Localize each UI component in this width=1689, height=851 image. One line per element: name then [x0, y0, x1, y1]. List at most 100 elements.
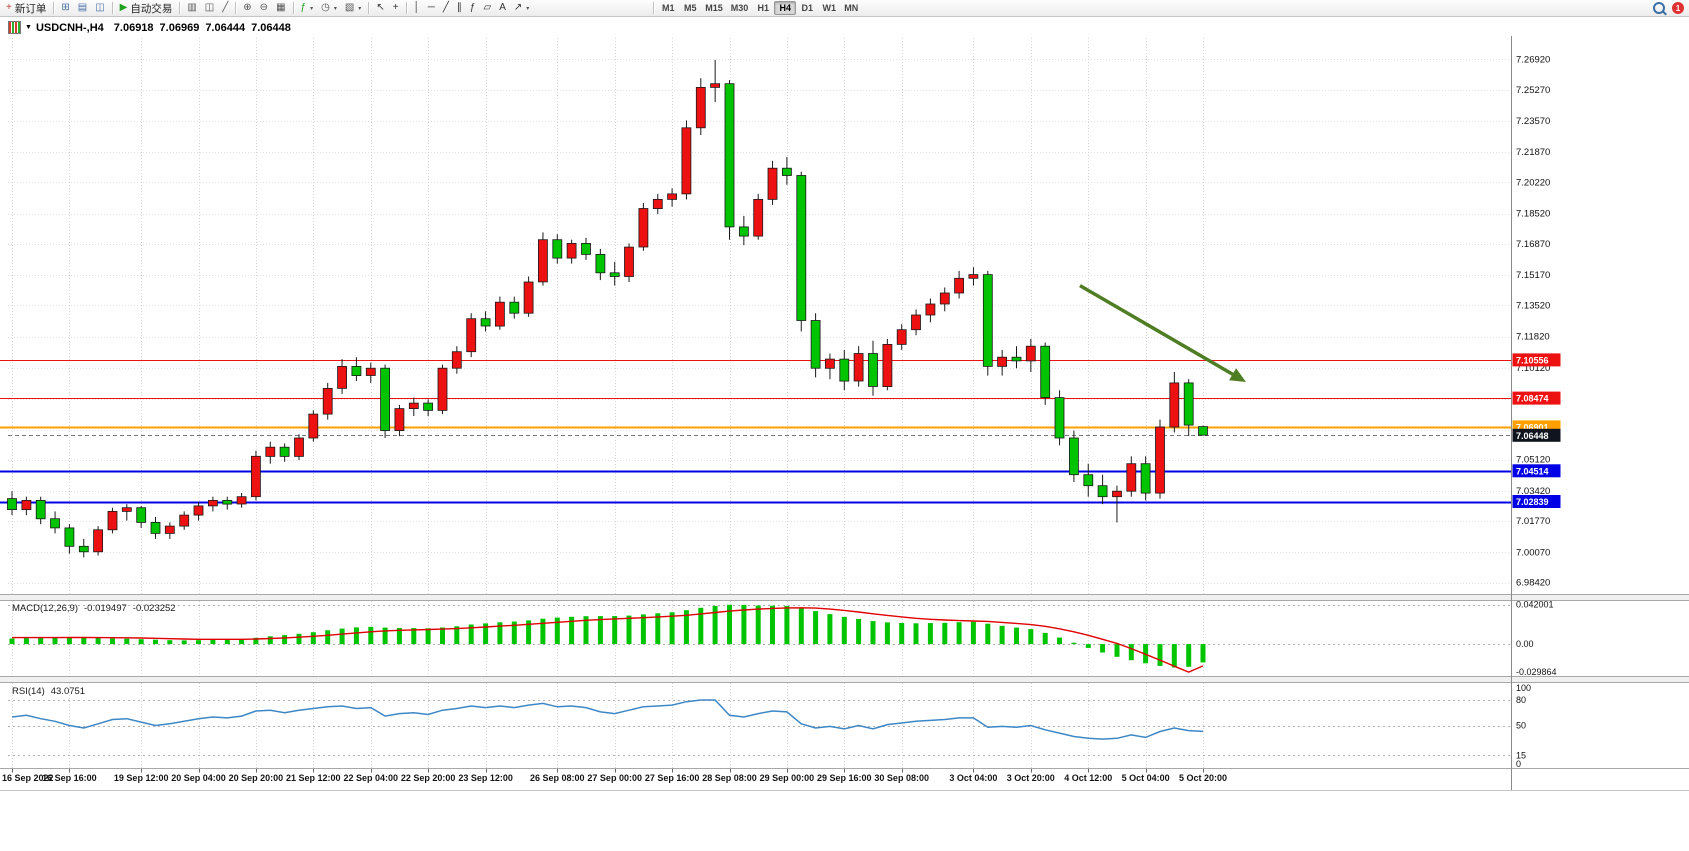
trendline-icon[interactable]: ╱ [439, 1, 453, 16]
bar-chart-icon[interactable]: ▥ [183, 1, 200, 16]
chart-symbol-period: USDCNH-,H4 [35, 21, 104, 34]
price-badge-7.10556 [1512, 353, 1561, 367]
svg-text:27 Sep 16:00: 27 Sep 16:00 [645, 773, 700, 783]
svg-text:7.26920: 7.26920 [1516, 55, 1550, 66]
trend-arrow[interactable] [1079, 284, 1246, 382]
svg-text:7.06901: 7.06901 [1516, 422, 1549, 432]
chart-ohlc: 7.06918 7.06969 7.06444 7.06448 [108, 22, 291, 34]
arrows-icon-glyph: ↗ [513, 2, 523, 13]
fibonacci-icon[interactable]: ƒ [466, 1, 480, 16]
svg-text:7.18520: 7.18520 [1516, 209, 1550, 220]
timeframe-button-mn[interactable]: MN [840, 1, 862, 15]
zoom-in-icon[interactable]: ⊕ [239, 1, 255, 16]
macd-panel [8, 604, 1512, 673]
cursor-icon-glyph: ↖ [376, 2, 385, 13]
templates-icon[interactable]: ▧ ▾ [341, 1, 365, 16]
timeframe-button-h4[interactable]: H4 [774, 1, 797, 15]
timeframe-button-m15[interactable]: M15 [701, 1, 727, 15]
tile-windows-icon[interactable]: ▦ [272, 1, 289, 16]
svg-text:30 Sep 08:00: 30 Sep 08:00 [874, 773, 929, 783]
vertical-line-icon-glyph: │ [413, 2, 420, 13]
macd-signal-line [12, 607, 1204, 673]
toolbar-group: ƒ ▾ ◷ ▾ ▧ ▾ [297, 0, 366, 16]
templates-icon-glyph: ▧ [344, 2, 355, 13]
toolbar-separator [405, 2, 407, 14]
svg-text:7.10120: 7.10120 [1516, 363, 1550, 374]
ohlc-high: 7.06969 [159, 21, 200, 34]
price-axis[interactable]: 7.26920 7.25270 7.23570 7.21870 7.20220 7.185… [1512, 55, 1561, 770]
profiles-icon[interactable]: ▤ [74, 1, 91, 16]
periods-icon[interactable]: ◷ ▾ [317, 1, 341, 16]
toolbar-group: ⊕ ⊖ ▦ [239, 0, 289, 16]
arrows-icon[interactable]: ↗ ▾ [510, 1, 533, 16]
timeframe-button-m30[interactable]: M30 [727, 1, 753, 15]
profiles-icon-glyph: ▤ [77, 2, 88, 13]
new-chart-icon[interactable]: ⊞ [57, 1, 73, 16]
text-label-icon[interactable]: A [495, 1, 510, 16]
line-chart-icon[interactable]: ╱ [218, 1, 232, 16]
svg-text:7.25270: 7.25270 [1516, 85, 1550, 96]
macd-main-value: -0.019497 [84, 603, 127, 614]
timeframe-button-m1[interactable]: M1 [657, 1, 679, 15]
price-badge-7.08474 [1512, 391, 1561, 405]
toolbar: + 新订单 ⊞ ▤ ◫ ▶ 自动交易 ▥ ◫ ╱ ⊕ ⊖ ▦ ƒ ▾ ◷ ▾ ▧ ▾ ↖ + │ ─ ╱ ∥ ƒ ▱ A ↗ ▾ M1 M5 M… [0, 0, 1689, 17]
trendline-icon-glyph: ╱ [442, 2, 449, 13]
indicators-icon-caret: ▾ [310, 5, 314, 12]
chart-menu-icon[interactable] [8, 21, 21, 34]
svg-text:0.042001: 0.042001 [1516, 600, 1554, 610]
periods-icon-caret: ▾ [333, 5, 337, 12]
shapes-icon[interactable]: ▱ [479, 1, 495, 16]
grid-layer [8, 38, 1512, 768]
zoom-out-icon-glyph: ⊖ [259, 2, 269, 13]
indicators-icon-glyph: ƒ [300, 2, 307, 13]
svg-text:4 Oct 12:00: 4 Oct 12:00 [1064, 773, 1112, 783]
new-order-button-label: 新订单 [14, 2, 47, 15]
auto-trading-glyph: ▶ [119, 2, 128, 13]
timeframe-button-d1[interactable]: D1 [796, 1, 818, 15]
svg-text:28 Sep 08:00: 28 Sep 08:00 [702, 773, 757, 783]
toolbar-group: ▶ 自动交易 [116, 0, 177, 16]
svg-text:7.23570: 7.23570 [1516, 116, 1550, 127]
svg-text:5 Oct 04:00: 5 Oct 04:00 [1122, 773, 1170, 783]
notifications-badge[interactable]: 1 [1672, 2, 1684, 14]
svg-text:7.08474: 7.08474 [1516, 394, 1549, 404]
auto-trading-button[interactable]: ▶ 自动交易 [116, 1, 177, 16]
svg-text:21 Sep 12:00: 21 Sep 12:00 [286, 773, 341, 783]
indicators-icon[interactable]: ƒ ▾ [297, 1, 318, 16]
search-icon[interactable] [1653, 2, 1665, 14]
new-order-button[interactable]: + 新订单 [2, 1, 50, 16]
zoom-out-icon[interactable]: ⊖ [256, 1, 272, 16]
toolbar-separator [53, 2, 55, 14]
price-badge-7.02839 [1512, 495, 1561, 508]
chart-menu-caret-icon[interactable]: ▼ [25, 24, 32, 31]
svg-text:7.11820: 7.11820 [1516, 332, 1550, 343]
ohlc-low: 7.06444 [205, 21, 246, 34]
cursor-icon[interactable]: ↖ [372, 1, 388, 16]
horizontal-line-icon[interactable]: ─ [424, 1, 439, 16]
equidistant-channel-icon[interactable]: ∥ [453, 1, 466, 16]
data-window-icon-glyph: ◫ [95, 2, 105, 13]
rsi-indicator-label: RSI(14) 43.0751 [12, 686, 91, 697]
svg-text:16 Sep 2022: 16 Sep 2022 [2, 773, 54, 783]
panel-splitter[interactable] [0, 594, 1689, 601]
macd-signal-value: -0.023252 [132, 603, 176, 614]
data-window-icon[interactable]: ◫ [91, 1, 108, 16]
crosshair-icon[interactable]: + [389, 1, 403, 16]
timeframe-button-w1[interactable]: W1 [818, 1, 840, 15]
new-chart-icon-glyph: ⊞ [61, 2, 70, 13]
candlestick-chart-icon[interactable]: ◫ [201, 1, 218, 16]
svg-text:20 Sep 20:00: 20 Sep 20:00 [229, 773, 284, 783]
svg-text:0.00: 0.00 [1516, 639, 1534, 649]
horizontal-line-icon-glyph: ─ [427, 2, 435, 13]
svg-text:7.20220: 7.20220 [1516, 178, 1550, 189]
panel-splitter[interactable] [0, 676, 1689, 683]
macd-indicator-label: MACD(12,26,9) -0.019497 -0.023252 [12, 603, 182, 614]
svg-text:16 Sep 16:00: 16 Sep 16:00 [42, 773, 97, 783]
timeframe-button-m5[interactable]: M5 [679, 1, 701, 15]
timeframe-button-h1[interactable]: H1 [752, 1, 774, 15]
arrows-icon-caret: ▾ [526, 5, 530, 12]
vertical-line-icon[interactable]: │ [410, 1, 424, 16]
new-order-glyph: + [6, 2, 12, 13]
